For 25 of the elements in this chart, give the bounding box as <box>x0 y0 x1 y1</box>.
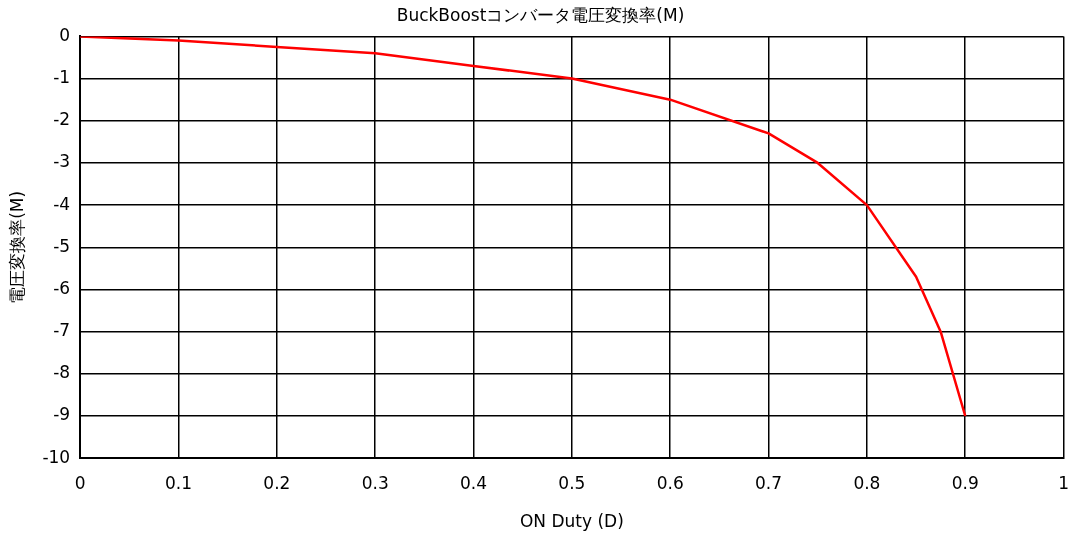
x-tick-label: 0.4 <box>460 472 488 493</box>
y-tick-label: -8 <box>53 362 71 383</box>
x-tick-label: 0 <box>74 472 86 493</box>
y-tick-label: -4 <box>53 193 71 214</box>
y-tick-label: -5 <box>53 235 71 256</box>
y-tick-label: -7 <box>53 320 71 341</box>
x-tick-label: 0.1 <box>164 472 193 493</box>
y-tick-label: -3 <box>53 151 71 172</box>
y-tick-label: -6 <box>53 277 71 298</box>
y-axis-title: 電圧変換率(M) <box>6 190 27 304</box>
x-tick-label: 0.3 <box>361 472 389 493</box>
chart-title: BuckBoostコンバータ電圧変換率(M) <box>396 4 685 25</box>
x-tick-label: 0.8 <box>853 472 881 493</box>
y-tick-label: -9 <box>53 404 71 425</box>
x-axis-title: ON Duty (D) <box>519 511 624 532</box>
y-tick-label: 0 <box>59 24 71 45</box>
x-tick-label: 0.7 <box>755 472 783 493</box>
x-tick-label: 0.9 <box>951 472 979 493</box>
y-tick-label: -10 <box>42 446 71 467</box>
y-tick-label: -2 <box>53 109 71 130</box>
x-tick-label: 0.5 <box>558 472 586 493</box>
x-tick-label: 0.6 <box>656 472 684 493</box>
y-tick-label: -1 <box>53 67 71 87</box>
x-tick-label: 0.2 <box>263 472 291 493</box>
x-tick-label: 1 <box>1058 472 1070 493</box>
